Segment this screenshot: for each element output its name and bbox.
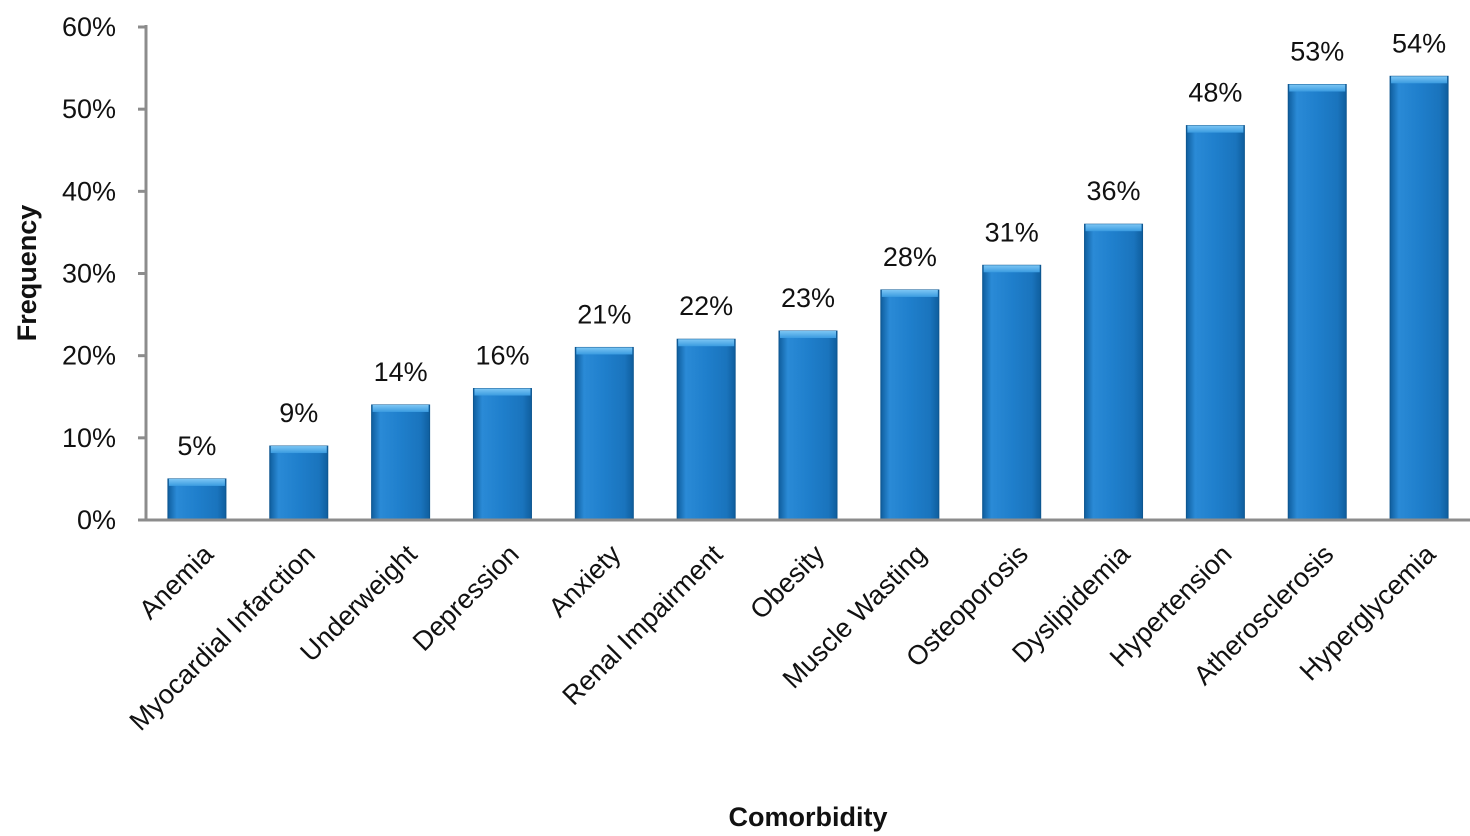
bar-body [1084,223,1144,521]
bar-cap [1187,125,1244,133]
y-axis-title: Frequency [12,205,42,342]
bar-cap [576,347,633,355]
bar [1389,75,1449,521]
bar-body [1389,75,1449,521]
bar-cap [474,388,531,396]
bar [1185,125,1245,521]
y-tick-label: 0% [77,505,116,535]
bar [371,404,431,521]
category-label: Anemia [133,538,220,625]
y-tick-label: 10% [62,423,116,453]
bar [982,264,1042,521]
bar [167,478,227,521]
data-label: 16% [475,341,529,371]
bar [1287,84,1347,521]
bar-body [269,445,329,521]
bar-body [676,338,736,521]
bar [269,445,329,521]
bar [880,289,940,521]
y-axis-ticks: 0% 10% 20% 30% 40% 50% 60% [62,12,146,535]
bar [574,346,634,521]
y-tick-label: 60% [62,12,116,42]
bar-body [371,404,431,521]
bar [472,388,532,521]
category-label: Obesity [744,539,830,625]
bar-body [982,264,1042,521]
data-label: 23% [781,283,835,313]
data-label: 14% [374,357,428,387]
category-label: Depression [407,539,525,657]
bar-cap [881,289,938,297]
y-tick-label: 20% [62,341,116,371]
bar-body [880,289,940,521]
bar-cap [678,339,735,347]
bar-cap [270,446,327,454]
bar-body [778,330,838,521]
data-label: 21% [577,299,631,329]
x-axis-title: Comorbidity [729,802,888,832]
data-label: 22% [679,291,733,321]
bar-cap [780,331,836,339]
data-labels: 5% 9% 14% 16% 21% 22% 23% 28% 31% 36% 48% 53% 54% [177,28,1446,461]
bar [1084,223,1144,521]
bars [167,75,1449,521]
bar-cap [1289,84,1346,92]
bar-body [574,346,634,521]
y-tick-label: 30% [62,259,116,289]
data-label: 31% [985,217,1039,247]
bar-body [1287,84,1347,521]
data-label: 53% [1290,37,1344,67]
bar-cap [1085,224,1142,232]
bar-cap [1391,76,1448,84]
data-label: 54% [1392,28,1446,58]
bar-body [472,388,532,521]
category-label: Anxiety [543,539,627,623]
bar [778,330,838,521]
data-label: 36% [1087,176,1141,206]
bar-body [1185,125,1245,521]
y-tick-label: 40% [62,176,116,206]
bar-cap [983,265,1040,273]
y-tick-label: 50% [62,94,116,124]
data-label: 48% [1188,78,1242,108]
data-label: 9% [279,398,318,428]
bar-cap [372,404,429,412]
category-label: Myocardial Infarction [124,539,321,736]
data-label: 5% [177,431,216,461]
data-label: 28% [883,242,937,272]
bar [676,338,736,521]
bar-cap [168,478,225,486]
